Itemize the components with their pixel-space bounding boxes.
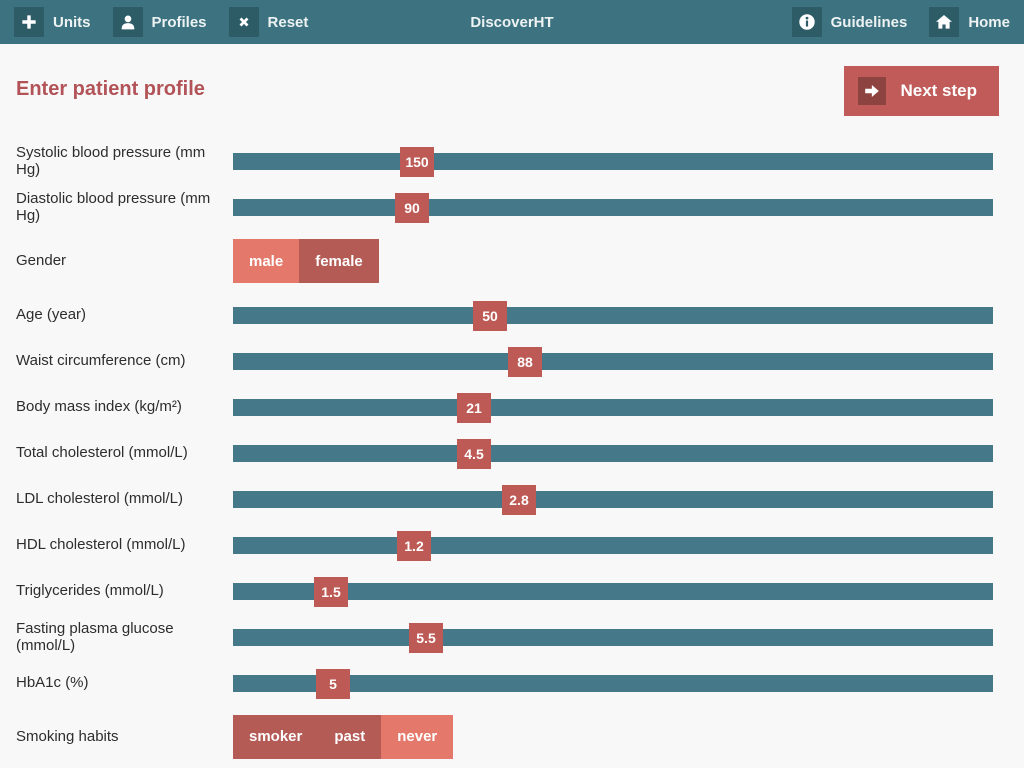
units-label: Units	[53, 13, 91, 31]
slider-track-body-mass-index-kg-m[interactable]: 21	[233, 392, 993, 423]
units-button[interactable]: Units	[14, 7, 91, 37]
slider-track-diastolic-blood-pressure-mm-hg[interactable]: 90	[233, 192, 993, 223]
slider-track-total-cholesterol-mmol-l[interactable]: 4.5	[233, 438, 993, 469]
slider-handle-systolic-blood-pressure-mm-hg[interactable]: 150	[400, 146, 434, 177]
row-diastolic-blood-pressure-mm-hg: Diastolic blood pressure (mm Hg) 90	[0, 184, 1024, 230]
row-age-year: Age (year) 50	[0, 292, 1024, 338]
row-label-smoking-habits: Smoking habits	[16, 727, 119, 745]
option-female[interactable]: female	[299, 239, 379, 283]
row-smoking-habits: Smoking habits smoker past never	[0, 706, 1024, 767]
row-label-age-year: Age (year)	[16, 306, 87, 324]
slider-handle-diastolic-blood-pressure-mm-hg[interactable]: 90	[395, 192, 429, 223]
slider-track-fasting-plasma-glucose-mmol-l[interactable]: 5.5	[233, 622, 993, 653]
x-icon	[228, 7, 259, 37]
reset-label: Reset	[267, 13, 309, 31]
person-icon	[112, 7, 143, 37]
option-past[interactable]: past	[318, 714, 382, 759]
profiles-label: Profiles	[151, 13, 207, 31]
home-label: Home	[968, 13, 1010, 31]
option-group-smoking-habits: smoker past never	[233, 714, 454, 759]
row-label-hdl-cholesterol-mmol-l: HDL cholesterol (mmol/L)	[16, 536, 186, 554]
arrow-right-icon	[858, 77, 887, 105]
slider-handle-age-year[interactable]: 50	[473, 300, 507, 331]
option-group-gender: male female	[233, 239, 379, 283]
slider-track-hba1c[interactable]: 5	[233, 668, 993, 699]
slider-track-ldl-cholesterol-mmol-l[interactable]: 2.8	[233, 484, 993, 515]
row-gender: Gender male female	[0, 230, 1024, 292]
slider-handle-body-mass-index-kg-m[interactable]: 21	[457, 392, 491, 423]
row-triglycerides-mmol-l: Triglycerides (mmol/L) 1.5	[0, 568, 1024, 614]
row-label-diastolic-blood-pressure-mm-hg: Diastolic blood pressure (mm Hg)	[16, 189, 211, 224]
next-step-button[interactable]: Next step	[844, 66, 999, 116]
row-hba1c: HbA1c (%) 5	[0, 660, 1024, 706]
profiles-button[interactable]: Profiles	[112, 7, 207, 37]
top-bar: DiscoverHT Units Profiles Reset	[0, 0, 1024, 44]
row-waist-circumference-cm: Waist circumference (cm) 88	[0, 338, 1024, 384]
home-icon	[929, 7, 960, 37]
slider-handle-hba1c[interactable]: 5	[316, 668, 350, 699]
home-button[interactable]: Home	[929, 7, 1010, 37]
topbar-left-group: Units Profiles Reset	[0, 7, 308, 37]
row-total-cholesterol-mmol-l: Total cholesterol (mmol/L) 4.5	[0, 430, 1024, 476]
slider-handle-waist-circumference-cm[interactable]: 88	[508, 346, 542, 377]
slider-handle-ldl-cholesterol-mmol-l[interactable]: 2.8	[502, 484, 536, 515]
app-title: DiscoverHT	[470, 13, 554, 31]
plus-icon	[14, 7, 44, 37]
slider-handle-fasting-plasma-glucose-mmol-l[interactable]: 5.5	[409, 622, 443, 653]
row-ldl-cholesterol-mmol-l: LDL cholesterol (mmol/L) 2.8	[0, 476, 1024, 522]
slider-handle-hdl-cholesterol-mmol-l[interactable]: 1.2	[397, 530, 431, 561]
row-label-fasting-plasma-glucose-mmol-l: Fasting plasma glucose (mmol/L)	[16, 619, 174, 654]
row-label-hba1c: HbA1c (%)	[16, 674, 89, 692]
row-systolic-blood-pressure-mm-hg: Systolic blood pressure (mm Hg) 150	[0, 138, 1024, 184]
row-body-mass-index-kg-m: Body mass index (kg/m²) 21	[0, 384, 1024, 430]
reset-button[interactable]: Reset	[228, 7, 309, 37]
slider-track-hdl-cholesterol-mmol-l[interactable]: 1.2	[233, 530, 993, 561]
topbar-right-group: Guidelines Home	[791, 7, 1024, 37]
page-title: Enter patient profile	[16, 78, 205, 100]
row-label-body-mass-index-kg-m: Body mass index (kg/m²)	[16, 398, 182, 416]
patient-form: Systolic blood pressure (mm Hg) 150 Diasto…	[0, 138, 1024, 767]
slider-track-age-year[interactable]: 50	[233, 300, 993, 331]
row-label-triglycerides-mmol-l: Triglycerides (mmol/L)	[16, 582, 164, 600]
row-label-total-cholesterol-mmol-l: Total cholesterol (mmol/L)	[16, 444, 188, 462]
slider-handle-total-cholesterol-mmol-l[interactable]: 4.5	[457, 438, 491, 469]
info-icon	[791, 7, 822, 37]
slider-track-systolic-blood-pressure-mm-hg[interactable]: 150	[233, 146, 993, 177]
option-smoker[interactable]: smoker	[233, 714, 319, 759]
guidelines-button[interactable]: Guidelines	[791, 7, 908, 37]
guidelines-label: Guidelines	[830, 13, 908, 31]
row-fasting-plasma-glucose-mmol-l: Fasting plasma glucose (mmol/L) 5.5	[0, 614, 1024, 660]
row-label-waist-circumference-cm: Waist circumference (cm)	[16, 352, 186, 370]
slider-track-triglycerides-mmol-l[interactable]: 1.5	[233, 576, 993, 607]
row-label-systolic-blood-pressure-mm-hg: Systolic blood pressure (mm Hg)	[16, 143, 206, 178]
slider-handle-triglycerides-mmol-l[interactable]: 1.5	[314, 576, 348, 607]
option-male[interactable]: male	[233, 239, 300, 283]
next-step-label: Next step	[900, 81, 977, 100]
row-label-ldl-cholesterol-mmol-l: LDL cholesterol (mmol/L)	[16, 490, 183, 508]
row-label-gender: Gender	[16, 252, 67, 270]
slider-track-waist-circumference-cm[interactable]: 88	[233, 346, 993, 377]
row-hdl-cholesterol-mmol-l: HDL cholesterol (mmol/L) 1.2	[0, 522, 1024, 568]
page-header: Enter patient profile Next step	[0, 44, 1024, 138]
option-never[interactable]: never	[381, 714, 454, 759]
